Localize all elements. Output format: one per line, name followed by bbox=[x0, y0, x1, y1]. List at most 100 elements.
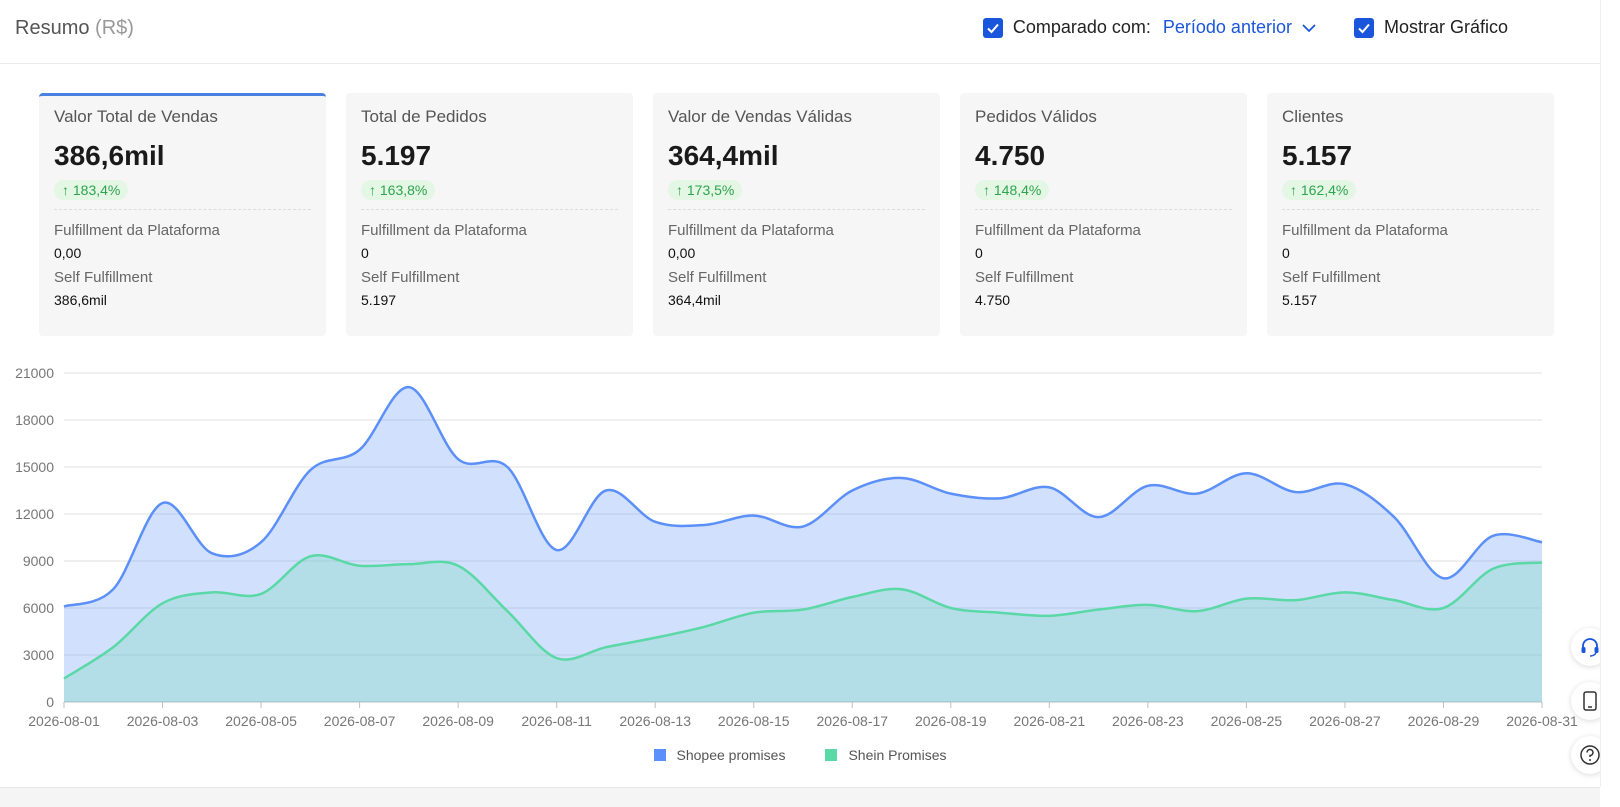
x-tick-label: 2026-08-31 bbox=[1506, 713, 1578, 729]
delta-badge: ↑ 173,5% bbox=[668, 180, 743, 200]
card-value: 5.197 bbox=[361, 140, 432, 171]
x-tick-label: 2026-08-01 bbox=[28, 713, 100, 729]
question-icon bbox=[1580, 745, 1600, 765]
sales-area-chart[interactable]: 0 3000 6000 9000 12000 15000 18000 21000 2026-08… bbox=[0, 360, 1600, 740]
delta-badge: ↑ 163,8% bbox=[361, 180, 436, 200]
platform-fulfillment-value: 0 bbox=[975, 245, 983, 261]
card-value: 386,6mil bbox=[54, 140, 165, 171]
check-icon bbox=[987, 23, 999, 33]
metric-card-total-orders[interactable]: Total de Pedidos 5.197 ↑ 163,8% Fulfillm… bbox=[346, 93, 633, 336]
area-shein bbox=[64, 555, 1542, 702]
platform-fulfillment-value: 0,00 bbox=[54, 245, 82, 261]
metric-card-valid-sales[interactable]: Valor de Vendas Válidas 364,4mil ↑ 173,5… bbox=[653, 93, 940, 336]
card-value: 4.750 bbox=[975, 140, 1046, 171]
self-fulfillment-value: 4.750 bbox=[975, 292, 1011, 308]
x-tick-label: 2026-08-23 bbox=[1112, 713, 1184, 729]
footer-bar bbox=[0, 787, 1600, 807]
metric-cards: Valor Total de Vendas 386,6mil ↑ 183,4% … bbox=[39, 93, 1554, 336]
card-title: Total de Pedidos bbox=[361, 107, 487, 126]
self-fulfillment-value: 386,6mil bbox=[54, 292, 107, 308]
scrollbar[interactable] bbox=[1600, 0, 1620, 787]
card-title: Pedidos Válidos bbox=[975, 107, 1097, 126]
chart-legend: Shopee promises Shein Promises bbox=[0, 747, 1600, 763]
y-tick-label: 9000 bbox=[23, 553, 54, 569]
x-tick-label: 2026-08-05 bbox=[225, 713, 297, 729]
metric-card-total-sales[interactable]: Valor Total de Vendas 386,6mil ↑ 183,4% … bbox=[39, 93, 326, 336]
title-text: Resumo bbox=[15, 17, 90, 39]
y-tick-label: 18000 bbox=[15, 412, 54, 428]
show-chart-checkbox[interactable] bbox=[1353, 17, 1374, 38]
legend-swatch bbox=[825, 749, 838, 761]
divider bbox=[54, 209, 311, 210]
legend-item-shopee[interactable]: Shopee promises bbox=[653, 747, 786, 763]
self-fulfillment-label: Self Fulfillment bbox=[668, 269, 767, 286]
delta-value: 148,4% bbox=[993, 182, 1042, 198]
area-shopee bbox=[64, 387, 1542, 702]
x-tick-label: 2026-08-13 bbox=[619, 713, 691, 729]
delta-badge: ↑ 148,4% bbox=[975, 180, 1050, 200]
legend-label: Shopee promises bbox=[676, 747, 786, 763]
delta-value: 163,8% bbox=[379, 182, 428, 198]
delta-value: 173,5% bbox=[686, 182, 735, 198]
check-icon bbox=[1358, 23, 1370, 33]
phone-icon bbox=[1583, 691, 1597, 711]
card-value: 5.157 bbox=[1282, 140, 1353, 171]
legend-label: Shein Promises bbox=[848, 747, 947, 763]
series-line-shopee bbox=[63, 385, 1543, 608]
x-tick-label: 2026-08-11 bbox=[521, 713, 592, 729]
series-line-shein bbox=[63, 554, 1543, 680]
metric-card-valid-orders[interactable]: Pedidos Válidos 4.750 ↑ 148,4% Fulfillme… bbox=[960, 93, 1247, 336]
summary-header: Resumo (R$) Comparado com: Período anter… bbox=[0, 0, 1600, 64]
card-title: Valor Total de Vendas bbox=[54, 107, 218, 126]
x-tick-label: 2026-08-25 bbox=[1211, 713, 1283, 729]
self-fulfillment-label: Self Fulfillment bbox=[975, 269, 1074, 286]
platform-fulfillment-label: Fulfillment da Plataforma bbox=[1282, 222, 1448, 239]
self-fulfillment-label: Self Fulfillment bbox=[1282, 269, 1381, 286]
compare-checkbox[interactable] bbox=[982, 17, 1003, 38]
x-tick-label: 2026-08-03 bbox=[127, 713, 199, 729]
title-unit: (R$) bbox=[95, 17, 134, 39]
x-tick-label: 2026-08-09 bbox=[422, 713, 494, 729]
delta-badge: ↑ 183,4% bbox=[54, 180, 129, 200]
platform-fulfillment-label: Fulfillment da Plataforma bbox=[361, 222, 527, 239]
compare-period-dropdown[interactable]: Período anterior bbox=[1162, 17, 1292, 37]
divider bbox=[361, 209, 618, 210]
divider bbox=[668, 209, 925, 210]
x-tick-label: 2026-08-27 bbox=[1309, 713, 1381, 729]
y-tick-label: 21000 bbox=[15, 365, 54, 381]
x-tick-label: 2026-08-07 bbox=[324, 713, 396, 729]
legend-swatch bbox=[653, 749, 666, 761]
y-tick-label: 6000 bbox=[23, 600, 54, 616]
self-fulfillment-value: 5.157 bbox=[1282, 292, 1318, 308]
legend-item-shein[interactable]: Shein Promises bbox=[825, 747, 947, 763]
divider bbox=[1282, 209, 1539, 210]
card-title: Clientes bbox=[1282, 107, 1344, 126]
divider bbox=[975, 209, 1232, 210]
y-tick-label: 15000 bbox=[15, 459, 54, 475]
delta-value: 162,4% bbox=[1300, 182, 1349, 198]
page-title: Resumo (R$) bbox=[15, 17, 134, 40]
y-tick-label: 3000 bbox=[23, 647, 54, 663]
self-fulfillment-label: Self Fulfillment bbox=[54, 269, 153, 286]
self-fulfillment-value: 5.197 bbox=[361, 292, 397, 308]
chevron-down-icon[interactable] bbox=[1302, 23, 1316, 33]
show-chart-label: Mostrar Gráfico bbox=[1383, 17, 1508, 37]
headset-icon bbox=[1581, 638, 1599, 657]
self-fulfillment-label: Self Fulfillment bbox=[361, 269, 460, 286]
card-title: Valor de Vendas Válidas bbox=[668, 107, 852, 126]
self-fulfillment-value: 364,4mil bbox=[668, 292, 721, 308]
platform-fulfillment-value: 0 bbox=[1282, 245, 1290, 261]
x-tick-label: 2026-08-29 bbox=[1408, 713, 1480, 729]
y-tick-label: 12000 bbox=[15, 506, 54, 522]
card-value: 364,4mil bbox=[668, 140, 779, 171]
metric-card-customers[interactable]: Clientes 5.157 ↑ 162,4% Fulfillment da P… bbox=[1267, 93, 1554, 336]
x-tick-label: 2026-08-15 bbox=[718, 713, 790, 729]
compare-label: Comparado com: bbox=[1012, 17, 1151, 37]
y-tick-label: 0 bbox=[46, 694, 54, 710]
platform-fulfillment-value: 0 bbox=[361, 245, 369, 261]
platform-fulfillment-label: Fulfillment da Plataforma bbox=[668, 222, 834, 239]
platform-fulfillment-value: 0,00 bbox=[668, 245, 696, 261]
x-tick-label: 2026-08-21 bbox=[1014, 713, 1086, 729]
header-controls: Comparado com: Período anterior Mostrar … bbox=[982, 17, 1508, 38]
x-tick-label: 2026-08-19 bbox=[915, 713, 987, 729]
